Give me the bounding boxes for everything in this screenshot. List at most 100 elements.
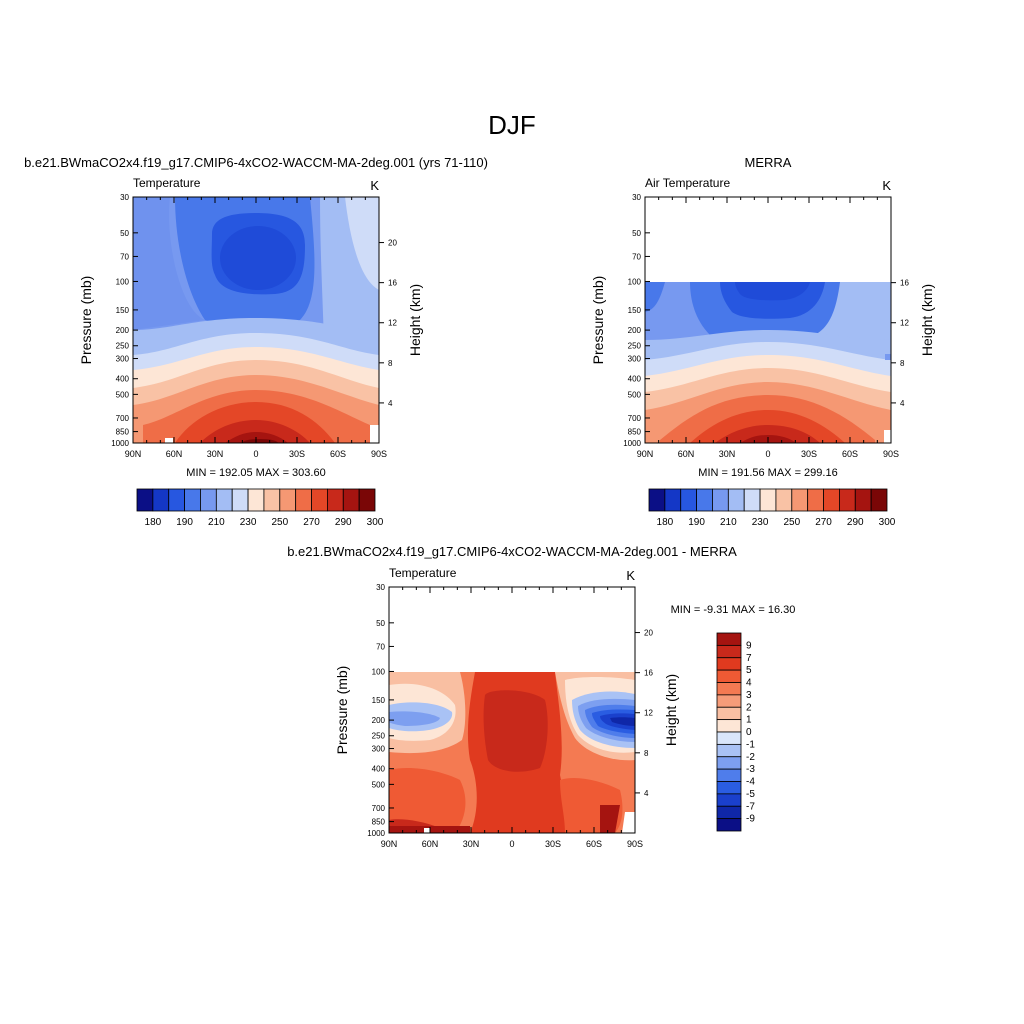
x-tick-label: 90S [883,449,899,459]
colorbar-label: -1 [746,739,755,750]
colorbar-label: 9 [746,640,752,651]
colorbar-swatch [716,781,742,795]
y-tick-label: 700 [628,414,642,423]
colorbar-swatch [743,488,761,512]
colorbar-swatch [759,488,777,512]
x-tick-label: 0 [765,449,770,459]
colorbar-swatch [263,488,281,512]
x-tick-label: 30N [207,449,224,459]
y-tick-label: 150 [116,306,130,315]
panel-model: b.e21.BWmaCO2x4.f19_g17.CMIP6-4xCO2-WACC… [24,155,488,528]
y-tick-label: 150 [628,306,642,315]
y-tick-label: 70 [120,252,129,261]
stats-label: MIN = -9.31 MAX = 16.30 [671,604,796,616]
height-tick-label: 16 [388,279,397,288]
colorbar-label: -4 [746,777,755,788]
colorbar-swatch [716,805,742,820]
y-tick-label: 150 [372,696,386,705]
colorbar-swatch [342,488,360,512]
colorbar-label: 290 [335,517,352,528]
colorbar-swatch [200,488,217,512]
colorbar-swatch [716,768,742,782]
y-axis-right-label: Height (km) [663,674,679,746]
y-tick-label: 500 [628,390,642,399]
y-tick-label: 200 [372,716,386,725]
y-tick-label: 850 [628,428,642,437]
y-axis-label: Pressure (mb) [334,666,350,755]
y-tick-label: 30 [632,193,641,202]
x-tick-label: 60N [166,449,183,459]
height-tick-label: 12 [900,319,909,328]
figure-title: DJF [488,110,536,140]
colorbar-swatch [727,488,745,512]
colorbar-label: 250 [783,517,800,528]
x-tick-label: 30S [289,449,305,459]
height-tick-label: 4 [644,789,649,798]
colorbar-swatch [215,488,233,512]
units-label: K [882,178,891,193]
y-tick-label: 500 [372,780,386,789]
colorbar-swatch [716,793,742,807]
y-tick-label: 300 [116,355,130,364]
y-tick-label: 50 [376,619,385,628]
colorbar-label: 230 [240,517,257,528]
colorbar-swatch [358,488,376,512]
colorbar-swatch [854,488,872,512]
height-tick-label: 8 [388,359,393,368]
x-tick-label: 60S [330,449,346,459]
x-tick-label: 60S [586,839,602,849]
variable-label: Air Temperature [645,176,730,190]
y-tick-label: 200 [628,326,642,335]
y-tick-label: 70 [376,642,385,651]
axes: 90N 60N 30N 0 30S 60S 90S 30 50 70 100 150 200 250 300… [623,193,909,459]
colorbar-swatch [279,488,297,512]
colorbar-label: 180 [145,517,162,528]
colorbar-label: 0 [746,727,752,738]
x-tick-label: 0 [509,839,514,849]
colorbar-swatch [839,488,856,512]
colorbar-swatch [712,488,729,512]
colorbar-swatch [791,488,809,512]
colorbar-label: 190 [688,517,705,528]
colorbar-swatch [664,488,682,512]
contour-field [389,672,635,833]
axes: 90N 60N 30N 0 30S 60S 90S 30 50 70 100 150 200 250 300… [111,193,397,459]
colorbar-swatch [716,818,742,832]
colorbar-label: 7 [746,653,752,664]
colorbar-label: 1 [746,715,752,726]
y-tick-label: 850 [116,428,130,437]
panel-title: b.e21.BWmaCO2x4.f19_g17.CMIP6-4xCO2-WACC… [287,544,737,559]
colorbar-label: 2 [746,702,752,713]
x-tick-label: 30S [801,449,817,459]
y-tick-label: 400 [628,375,642,384]
colorbar-label: 270 [815,517,832,528]
colorbar-swatch [184,488,201,512]
panel-title: MERRA [745,155,792,170]
colorbar-label: 270 [303,517,320,528]
x-tick-label: 60N [678,449,695,459]
colorbar-swatch [295,488,312,512]
colorbar-swatch [716,669,742,683]
colorbar-swatch [680,488,698,512]
variable-label: Temperature [133,176,201,190]
colorbar-swatch [716,756,742,770]
colorbar-label: 190 [176,517,193,528]
y-axis-right-label: Height (km) [407,284,423,356]
y-tick-label: 1000 [111,439,129,448]
y-tick-label: 700 [116,414,130,423]
y-tick-label: 1000 [367,829,385,838]
height-tick-label: 20 [388,239,397,248]
y-tick-label: 30 [120,193,129,202]
colorbar-swatch [311,488,328,512]
colorbar: 180 190 210 230 250 270 290 300 [136,488,384,528]
y-axis-label: Pressure (mb) [78,276,94,365]
y-tick-label: 30 [376,583,385,592]
x-tick-label: 90N [125,449,142,459]
y-tick-label: 100 [628,277,642,286]
y-tick-label: 250 [116,342,130,351]
colorbar-label: 180 [657,517,674,528]
colorbar-swatch [231,488,249,512]
colorbar-swatch [716,644,742,659]
colorbar: 180 190 210 230 250 270 290 300 [648,488,896,528]
